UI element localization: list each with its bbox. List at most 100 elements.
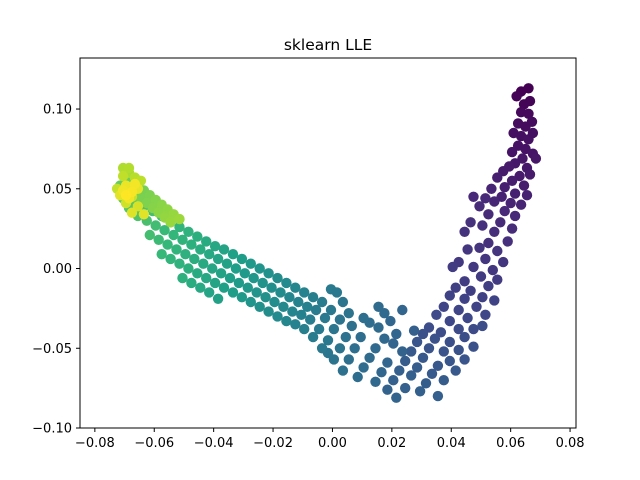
scatter-point [156,249,167,260]
scatter-point [450,365,461,376]
scatter-point [483,237,494,249]
scatter-point [411,362,423,373]
scatter-point [269,296,280,308]
scatter-point [186,277,197,289]
scatter-point [248,272,259,284]
x-tick-label: 0.04 [437,436,466,451]
scatter-point [397,304,408,316]
scatter-point [307,292,319,303]
scatter-point [218,244,230,255]
scatter-point [414,386,426,397]
scatter-point [221,258,233,269]
scatter-point [468,341,479,352]
scatter-point [489,295,500,306]
scatter-point [254,263,265,274]
chart-title: sklearn LLE [284,36,372,54]
plot-frame [79,57,577,429]
scatter-point [397,346,408,357]
scatter-point [272,311,283,322]
scatter-point [495,217,506,228]
scatter-point [245,296,256,308]
scatter-point [346,320,357,332]
scatter-point [316,343,328,354]
scatter-point [120,190,132,201]
scatter-point [364,352,375,363]
scatter-point [129,178,141,190]
scatter-point [171,244,182,255]
scatter-point [523,83,534,94]
scatter-point [444,290,455,301]
scatter-point [444,336,455,348]
scatter-point [174,221,185,233]
scatter-point [126,207,138,218]
scatter-point [337,296,349,308]
scatter-point [189,253,200,265]
y-axis: −0.10 −0.05 0.00 0.05 0.10 [32,103,80,437]
scatter-point [239,268,250,279]
scatter-point [453,344,464,356]
x-tick-label: −0.04 [194,436,234,451]
scatter-point [177,234,188,245]
scatter-point [319,312,331,324]
scatter-point [379,333,390,344]
scatter-point [316,296,328,308]
scatter-point [391,392,402,403]
scatter-point [192,268,203,279]
scatter-point [340,331,351,343]
scatter-point [474,201,485,212]
scatter-point [305,314,316,325]
scatter-point [462,312,473,324]
scatter-point [227,249,239,260]
scatter-point [511,91,522,102]
scatter-point [480,253,491,265]
scatter-point [444,315,455,327]
scatter-point [358,362,369,373]
scatter-point [505,197,516,209]
x-tick-label: −0.02 [253,436,293,451]
scatter-point [475,271,487,282]
scatter-point [468,191,479,202]
x-tick-label: 0.00 [318,436,347,451]
scatter-point [506,175,518,186]
scatter-point [334,314,346,325]
scatter-point [177,272,188,284]
scatter-point [492,245,503,257]
scatter-point [509,210,521,222]
scatter-point [212,293,224,304]
scatter-point [506,223,518,234]
scatter-point [183,263,194,274]
scatter-point [477,292,488,303]
scatter-point [299,323,310,335]
y-tick-label: −0.05 [32,342,72,357]
scatter-point [483,209,494,220]
scatter-point [358,312,369,324]
x-tick-label: 0.06 [496,436,525,451]
scatter-point [468,261,479,273]
scatter-point [275,287,286,298]
scatter-point [263,306,274,317]
scatter-point [325,304,337,316]
scatter-point [165,217,176,228]
scatter-point [438,301,449,312]
scatter-point [337,365,349,376]
scatter-point [183,226,194,237]
scatter-point [260,292,271,303]
scatter-point [352,371,363,383]
scatter-point [281,277,292,289]
scatter-point [492,274,503,285]
scatter-point [290,282,301,293]
scatter-point [406,370,417,381]
x-axis: −0.08 −0.06 −0.04 −0.02 0.00 0.02 0.04 0.06 0.08 [75,428,585,451]
scatter-point [180,249,191,260]
y-tick-label: −0.10 [32,422,72,437]
scatter-point [417,328,429,340]
scatter-point [281,315,292,327]
scatter-point [331,287,343,298]
scatter-point [515,199,527,210]
scatter-point [212,253,224,265]
scatter-point [233,277,245,289]
scatter-point [447,261,458,273]
scatter-point [385,315,396,327]
x-tick-label: 0.02 [377,436,406,451]
scatter-point [498,256,509,268]
